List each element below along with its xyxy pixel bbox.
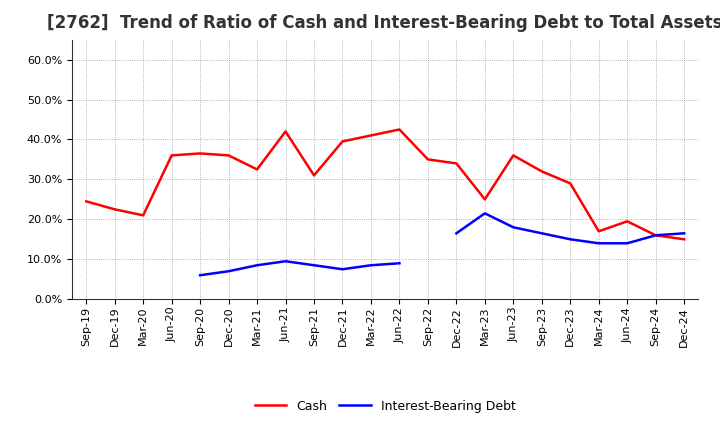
- Line: Cash: Cash: [86, 129, 684, 239]
- Cash: [595, 229, 603, 234]
- Cash: [652, 233, 660, 238]
- Cash: [395, 127, 404, 132]
- Cash: [167, 153, 176, 158]
- Interest-Bearing Debt: [310, 263, 318, 268]
- Cash: [338, 139, 347, 144]
- Interest-Bearing Debt: [366, 263, 375, 268]
- Cash: [196, 151, 204, 156]
- Legend: Cash, Interest-Bearing Debt: Cash, Interest-Bearing Debt: [250, 395, 521, 418]
- Interest-Bearing Debt: [196, 273, 204, 278]
- Interest-Bearing Debt: [253, 263, 261, 268]
- Interest-Bearing Debt: [225, 268, 233, 274]
- Cash: [452, 161, 461, 166]
- Interest-Bearing Debt: [395, 260, 404, 266]
- Cash: [680, 237, 688, 242]
- Cash: [623, 219, 631, 224]
- Cash: [480, 197, 489, 202]
- Cash: [537, 169, 546, 174]
- Cash: [566, 181, 575, 186]
- Line: Interest-Bearing Debt: Interest-Bearing Debt: [200, 261, 400, 275]
- Cash: [139, 213, 148, 218]
- Cash: [253, 167, 261, 172]
- Cash: [82, 199, 91, 204]
- Cash: [366, 133, 375, 138]
- Interest-Bearing Debt: [282, 259, 290, 264]
- Cash: [423, 157, 432, 162]
- Cash: [310, 173, 318, 178]
- Interest-Bearing Debt: [338, 267, 347, 272]
- Cash: [225, 153, 233, 158]
- Cash: [282, 129, 290, 134]
- Cash: [110, 207, 119, 212]
- Title: [2762]  Trend of Ratio of Cash and Interest-Bearing Debt to Total Assets: [2762] Trend of Ratio of Cash and Intere…: [48, 15, 720, 33]
- Cash: [509, 153, 518, 158]
